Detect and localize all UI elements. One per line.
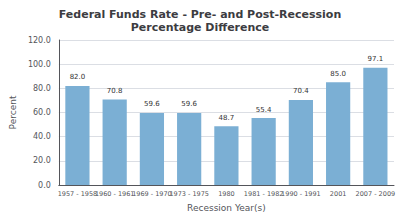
svg-text:1957 - 1958: 1957 - 1958 — [58, 190, 98, 198]
svg-text:20.0: 20.0 — [33, 156, 51, 165]
svg-text:55.4: 55.4 — [256, 106, 272, 114]
svg-text:70.4: 70.4 — [293, 87, 309, 95]
svg-text:70.8: 70.8 — [107, 87, 123, 95]
svg-text:59.6: 59.6 — [144, 100, 160, 108]
svg-text:1960 - 1961: 1960 - 1961 — [95, 190, 135, 198]
svg-text:2001: 2001 — [330, 190, 347, 198]
svg-text:48.7: 48.7 — [219, 114, 235, 122]
svg-text:1973 - 1975: 1973 - 1975 — [169, 190, 209, 198]
svg-text:120.0: 120.0 — [28, 36, 51, 45]
svg-text:1981 - 1982: 1981 - 1982 — [244, 190, 284, 198]
svg-text:59.6: 59.6 — [181, 100, 197, 108]
svg-text:2007 - 2009: 2007 - 2009 — [356, 190, 396, 198]
svg-text:82.0: 82.0 — [70, 73, 86, 81]
svg-text:85.0: 85.0 — [330, 70, 346, 78]
svg-text:Recession Year(s): Recession Year(s) — [187, 203, 266, 213]
svg-text:Federal Funds Rate - Pre- and: Federal Funds Rate - Pre- and Post-Reces… — [59, 8, 341, 21]
svg-text:1969 - 1970: 1969 - 1970 — [132, 190, 172, 198]
svg-text:1990 - 1991: 1990 - 1991 — [281, 190, 321, 198]
svg-text:Percent: Percent — [8, 95, 18, 129]
svg-text:1980: 1980 — [218, 190, 235, 198]
svg-text:97.1: 97.1 — [368, 55, 384, 63]
svg-text:100.0: 100.0 — [28, 60, 51, 69]
svg-text:60.0: 60.0 — [33, 108, 51, 117]
svg-text:40.0: 40.0 — [33, 132, 51, 141]
svg-text:80.0: 80.0 — [33, 84, 51, 93]
svg-text:0.0: 0.0 — [38, 181, 51, 190]
svg-text:Percentage Difference: Percentage Difference — [131, 21, 270, 34]
